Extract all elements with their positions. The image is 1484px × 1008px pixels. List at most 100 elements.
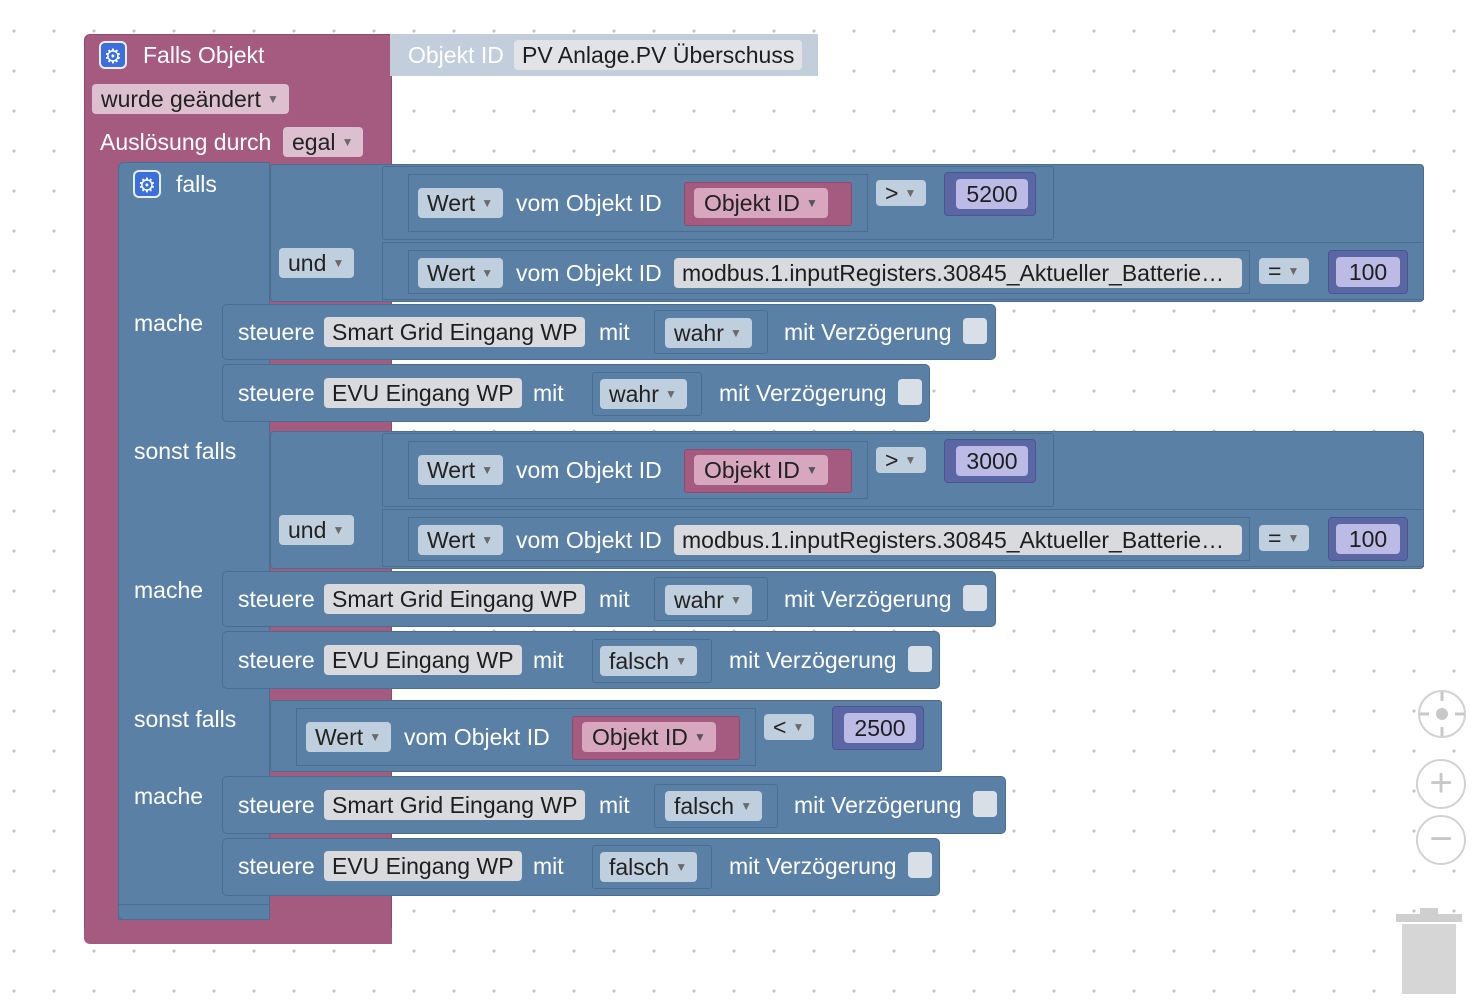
gear-icon[interactable]: ⚙ [133, 170, 161, 198]
falls-label: falls [176, 171, 217, 197]
threshold-3[interactable]: 2500 [844, 713, 916, 743]
operator-dropdown-2[interactable]: > ▼ [876, 447, 927, 473]
value-block-2[interactable] [408, 441, 868, 499]
sonst-falls-label-2: sonst falls [134, 706, 237, 732]
modbus-id-field-2[interactable]: modbus.1.inputRegisters.30845_Aktueller_… [674, 525, 1242, 555]
chevron-down-icon: ▼ [805, 463, 818, 477]
delay-checkbox[interactable] [908, 646, 932, 672]
delay-label: mit Verzögerung [719, 380, 887, 406]
target-field[interactable]: EVU Eingang WP [324, 851, 522, 881]
chevron-down-icon: ▼ [332, 523, 345, 537]
delay-label: mit Verzögerung [729, 853, 897, 879]
control-label: steuere [238, 319, 315, 345]
zoom-out-icon[interactable]: − [1416, 815, 1466, 865]
value-block-1[interactable] [408, 174, 868, 232]
and-inner-1 [382, 242, 1424, 300]
chevron-down-icon: ▼ [1287, 264, 1300, 278]
target-field[interactable]: Smart Grid Eingang WP [324, 790, 586, 820]
delay-label: mit Verzögerung [784, 319, 952, 345]
mache-label-1: mache [134, 310, 204, 336]
delay-checkbox[interactable] [963, 318, 987, 344]
chevron-down-icon: ▼ [792, 720, 805, 734]
target-icon[interactable] [1418, 690, 1466, 738]
target-field[interactable]: Smart Grid Eingang WP [324, 317, 586, 347]
bool-block[interactable] [654, 577, 768, 621]
threshold-1[interactable]: 5200 [956, 179, 1028, 209]
and-dropdown-2[interactable]: und ▼ [279, 515, 355, 545]
control-label: steuere [238, 380, 315, 406]
delay-checkbox[interactable] [973, 791, 997, 817]
chevron-down-icon: ▼ [729, 326, 742, 340]
value-block-1b[interactable] [408, 250, 1250, 294]
control-label: steuere [238, 853, 315, 879]
gear-icon[interactable]: ⚙ [99, 41, 127, 69]
bool-dropdown[interactable]: falsch ▼ [665, 791, 763, 821]
control-label: steuere [238, 586, 315, 612]
bool-dropdown[interactable]: wahr ▼ [665, 585, 752, 615]
bool-block[interactable] [592, 639, 712, 683]
trash-icon-svg [1396, 908, 1462, 994]
and-inner-2 [382, 509, 1424, 567]
chevron-down-icon: ▼ [675, 654, 688, 668]
value-dropdown-2b[interactable]: Wert ▼ [418, 525, 504, 555]
chevron-down-icon: ▼ [740, 799, 753, 813]
delay-label: mit Verzögerung [794, 792, 962, 818]
target-field[interactable]: Smart Grid Eingang WP [324, 584, 586, 614]
delay-checkbox[interactable] [963, 585, 987, 611]
eq-operator-dropdown-2[interactable]: = ▼ [1259, 525, 1310, 551]
chevron-down-icon: ▼ [904, 186, 917, 200]
operator-dropdown-1[interactable]: > ▼ [876, 180, 927, 206]
delay-label: mit Verzögerung [729, 647, 897, 673]
chevron-down-icon: ▼ [481, 533, 494, 547]
control-label: steuere [238, 647, 315, 673]
with-label: mit [599, 586, 630, 612]
delay-checkbox[interactable] [908, 852, 932, 878]
chevron-down-icon: ▼ [332, 256, 345, 270]
and-dropdown-1[interactable]: und ▼ [279, 248, 355, 278]
trash-icon[interactable] [1394, 906, 1464, 996]
bool-dropdown[interactable]: falsch ▼ [600, 852, 698, 882]
chevron-down-icon: ▼ [664, 387, 677, 401]
target-field[interactable]: EVU Eingang WP [324, 645, 522, 675]
from-object-label-3: vom Objekt ID [404, 724, 550, 750]
bool-block[interactable] [592, 845, 712, 889]
trigger-dropdown[interactable]: egal ▼ [283, 127, 364, 157]
with-label: mit [533, 647, 564, 673]
target-field[interactable]: EVU Eingang WP [324, 378, 522, 408]
object-id-field[interactable]: PV Anlage.PV Überschuss [514, 40, 803, 70]
value-block-3[interactable] [296, 708, 756, 766]
chevron-down-icon: ▼ [675, 860, 688, 874]
delay-label: mit Verzögerung [784, 586, 952, 612]
modbus-id-field-1[interactable]: modbus.1.inputRegisters.30845_Aktueller_… [674, 258, 1242, 288]
eq-value-1[interactable]: 100 [1336, 257, 1400, 287]
eq-operator-dropdown-1[interactable]: = ▼ [1259, 258, 1310, 284]
chevron-down-icon: ▼ [481, 196, 494, 210]
with-label: mit [599, 792, 630, 818]
if-block-bottom [118, 904, 270, 920]
chevron-down-icon: ▼ [481, 266, 494, 280]
from-object-label-1: vom Objekt ID [516, 190, 662, 216]
value-dropdown-2[interactable]: Wert ▼ [418, 455, 504, 485]
object-id-label: Objekt ID [408, 42, 504, 68]
object-id-dropdown-1[interactable]: Objekt ID ▼ [694, 188, 828, 218]
bool-dropdown[interactable]: falsch ▼ [600, 646, 698, 676]
bool-dropdown[interactable]: wahr ▼ [665, 318, 752, 348]
object-id-dropdown-2[interactable]: Objekt ID ▼ [694, 455, 828, 485]
value-block-2b[interactable] [408, 517, 1250, 561]
object-id-dropdown-3[interactable]: Objekt ID ▼ [582, 722, 716, 752]
bool-dropdown[interactable]: wahr ▼ [600, 379, 687, 409]
value-dropdown-1b[interactable]: Wert ▼ [418, 258, 504, 288]
operator-dropdown-3[interactable]: < ▼ [764, 714, 815, 740]
eq-value-2[interactable]: 100 [1336, 524, 1400, 554]
bool-block[interactable] [654, 310, 768, 354]
bool-block[interactable] [654, 784, 778, 828]
value-dropdown-3[interactable]: Wert ▼ [306, 722, 392, 752]
change-dropdown[interactable]: wurde geändert ▼ [92, 84, 289, 114]
delay-checkbox[interactable] [898, 379, 922, 405]
value-dropdown-1[interactable]: Wert ▼ [418, 188, 504, 218]
threshold-2[interactable]: 3000 [956, 446, 1028, 476]
bool-block[interactable] [592, 372, 702, 416]
from-object-label-2: vom Objekt ID [516, 457, 662, 483]
target-icon-svg [1420, 692, 1464, 736]
zoom-in-icon[interactable]: + [1416, 759, 1466, 809]
